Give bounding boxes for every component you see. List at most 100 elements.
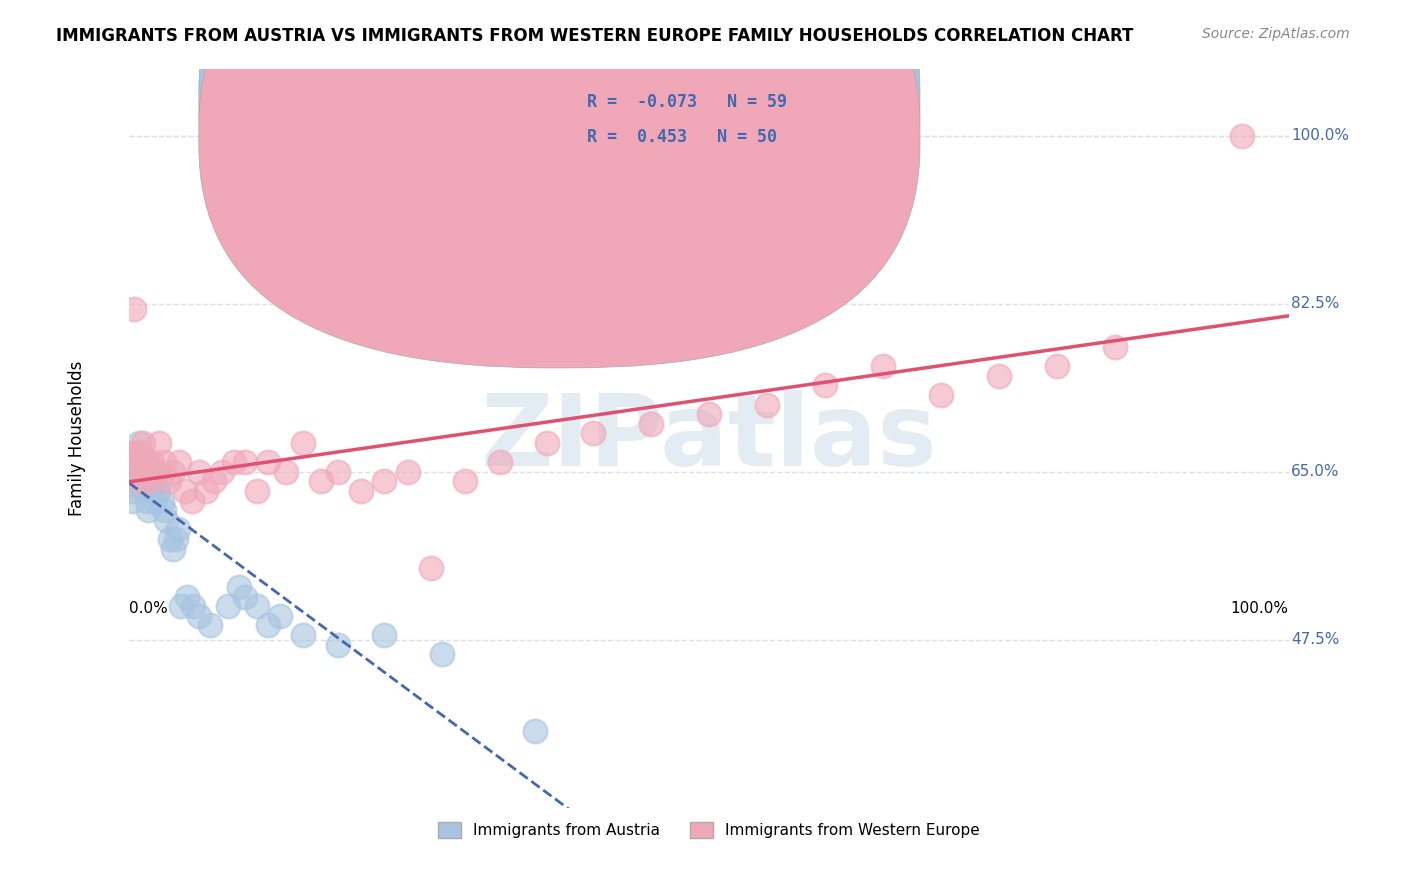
Point	[128, 436, 150, 450]
Point	[128, 475, 150, 489]
Text: 65.0%: 65.0%	[1291, 464, 1340, 479]
Point	[167, 522, 190, 536]
Point	[174, 483, 197, 498]
Point	[309, 475, 332, 489]
Point	[170, 599, 193, 614]
Point	[150, 493, 173, 508]
Point	[136, 455, 159, 469]
Point	[121, 475, 143, 489]
Point	[326, 638, 349, 652]
Point	[128, 455, 150, 469]
Point	[432, 647, 454, 661]
Point	[141, 455, 163, 469]
Point	[350, 483, 373, 498]
Point	[292, 628, 315, 642]
Point	[524, 723, 547, 738]
Text: 82.5%: 82.5%	[1291, 296, 1340, 311]
Point	[132, 459, 155, 474]
Text: R =  -0.073   N = 59: R = -0.073 N = 59	[588, 93, 787, 111]
FancyBboxPatch shape	[198, 0, 920, 334]
Point	[129, 445, 152, 459]
Legend: Immigrants from Austria, Immigrants from Western Europe: Immigrants from Austria, Immigrants from…	[432, 816, 987, 845]
Text: R =  0.453   N = 50: R = 0.453 N = 50	[588, 128, 778, 145]
FancyBboxPatch shape	[198, 0, 920, 368]
Point	[246, 483, 269, 498]
Point	[148, 436, 170, 450]
Point	[124, 469, 146, 483]
Point	[211, 465, 233, 479]
Point	[135, 493, 157, 508]
Point	[162, 465, 184, 479]
Point	[419, 560, 441, 574]
Point	[129, 475, 152, 489]
Point	[200, 618, 222, 632]
Point	[697, 407, 720, 421]
Point	[274, 465, 297, 479]
Point	[246, 599, 269, 614]
Point	[755, 398, 778, 412]
Point	[125, 445, 148, 459]
Point	[138, 483, 160, 498]
Point	[149, 475, 172, 489]
Point	[121, 483, 143, 498]
Point	[180, 493, 202, 508]
Point	[134, 465, 156, 479]
Point	[136, 503, 159, 517]
Point	[640, 417, 662, 431]
Text: Family Households: Family Households	[67, 360, 86, 516]
Point	[987, 368, 1010, 383]
Point	[489, 455, 512, 469]
Point	[132, 450, 155, 465]
Point	[269, 608, 291, 623]
Point	[135, 475, 157, 489]
Text: ZIPatlas: ZIPatlas	[481, 390, 938, 487]
Point	[125, 450, 148, 465]
Point	[1104, 340, 1126, 354]
Point	[128, 479, 150, 493]
Point	[143, 493, 166, 508]
Point	[122, 301, 145, 316]
Point	[124, 459, 146, 474]
Point	[187, 608, 209, 623]
Point	[222, 455, 245, 469]
Point	[127, 465, 149, 479]
Point	[159, 532, 181, 546]
Point	[124, 465, 146, 479]
Point	[134, 469, 156, 483]
Point	[128, 465, 150, 479]
Point	[141, 479, 163, 493]
Point	[176, 590, 198, 604]
Point	[194, 483, 217, 498]
Point	[202, 475, 225, 489]
Point	[233, 590, 256, 604]
Text: 100.0%: 100.0%	[1291, 128, 1348, 144]
Point	[146, 465, 169, 479]
Point	[153, 503, 176, 517]
Point	[582, 426, 605, 441]
FancyBboxPatch shape	[523, 76, 872, 165]
Point	[396, 465, 419, 479]
Point	[536, 436, 558, 450]
Point	[292, 436, 315, 450]
Point	[127, 455, 149, 469]
Point	[127, 475, 149, 489]
Point	[165, 532, 187, 546]
Point	[153, 455, 176, 469]
Point	[181, 599, 204, 614]
Point	[121, 493, 143, 508]
Point	[872, 359, 894, 373]
Point	[129, 469, 152, 483]
Point	[228, 580, 250, 594]
Point	[157, 475, 180, 489]
Point	[132, 436, 155, 450]
Point	[454, 475, 477, 489]
Point	[141, 465, 163, 479]
Text: IMMIGRANTS FROM AUSTRIA VS IMMIGRANTS FROM WESTERN EUROPE FAMILY HOUSEHOLDS CORR: IMMIGRANTS FROM AUSTRIA VS IMMIGRANTS FR…	[56, 27, 1133, 45]
Point	[814, 378, 837, 392]
Point	[929, 388, 952, 402]
Text: Source: ZipAtlas.com: Source: ZipAtlas.com	[1202, 27, 1350, 41]
Text: 0.0%: 0.0%	[129, 601, 169, 615]
Point	[373, 475, 395, 489]
Point	[187, 465, 209, 479]
Point	[257, 618, 280, 632]
